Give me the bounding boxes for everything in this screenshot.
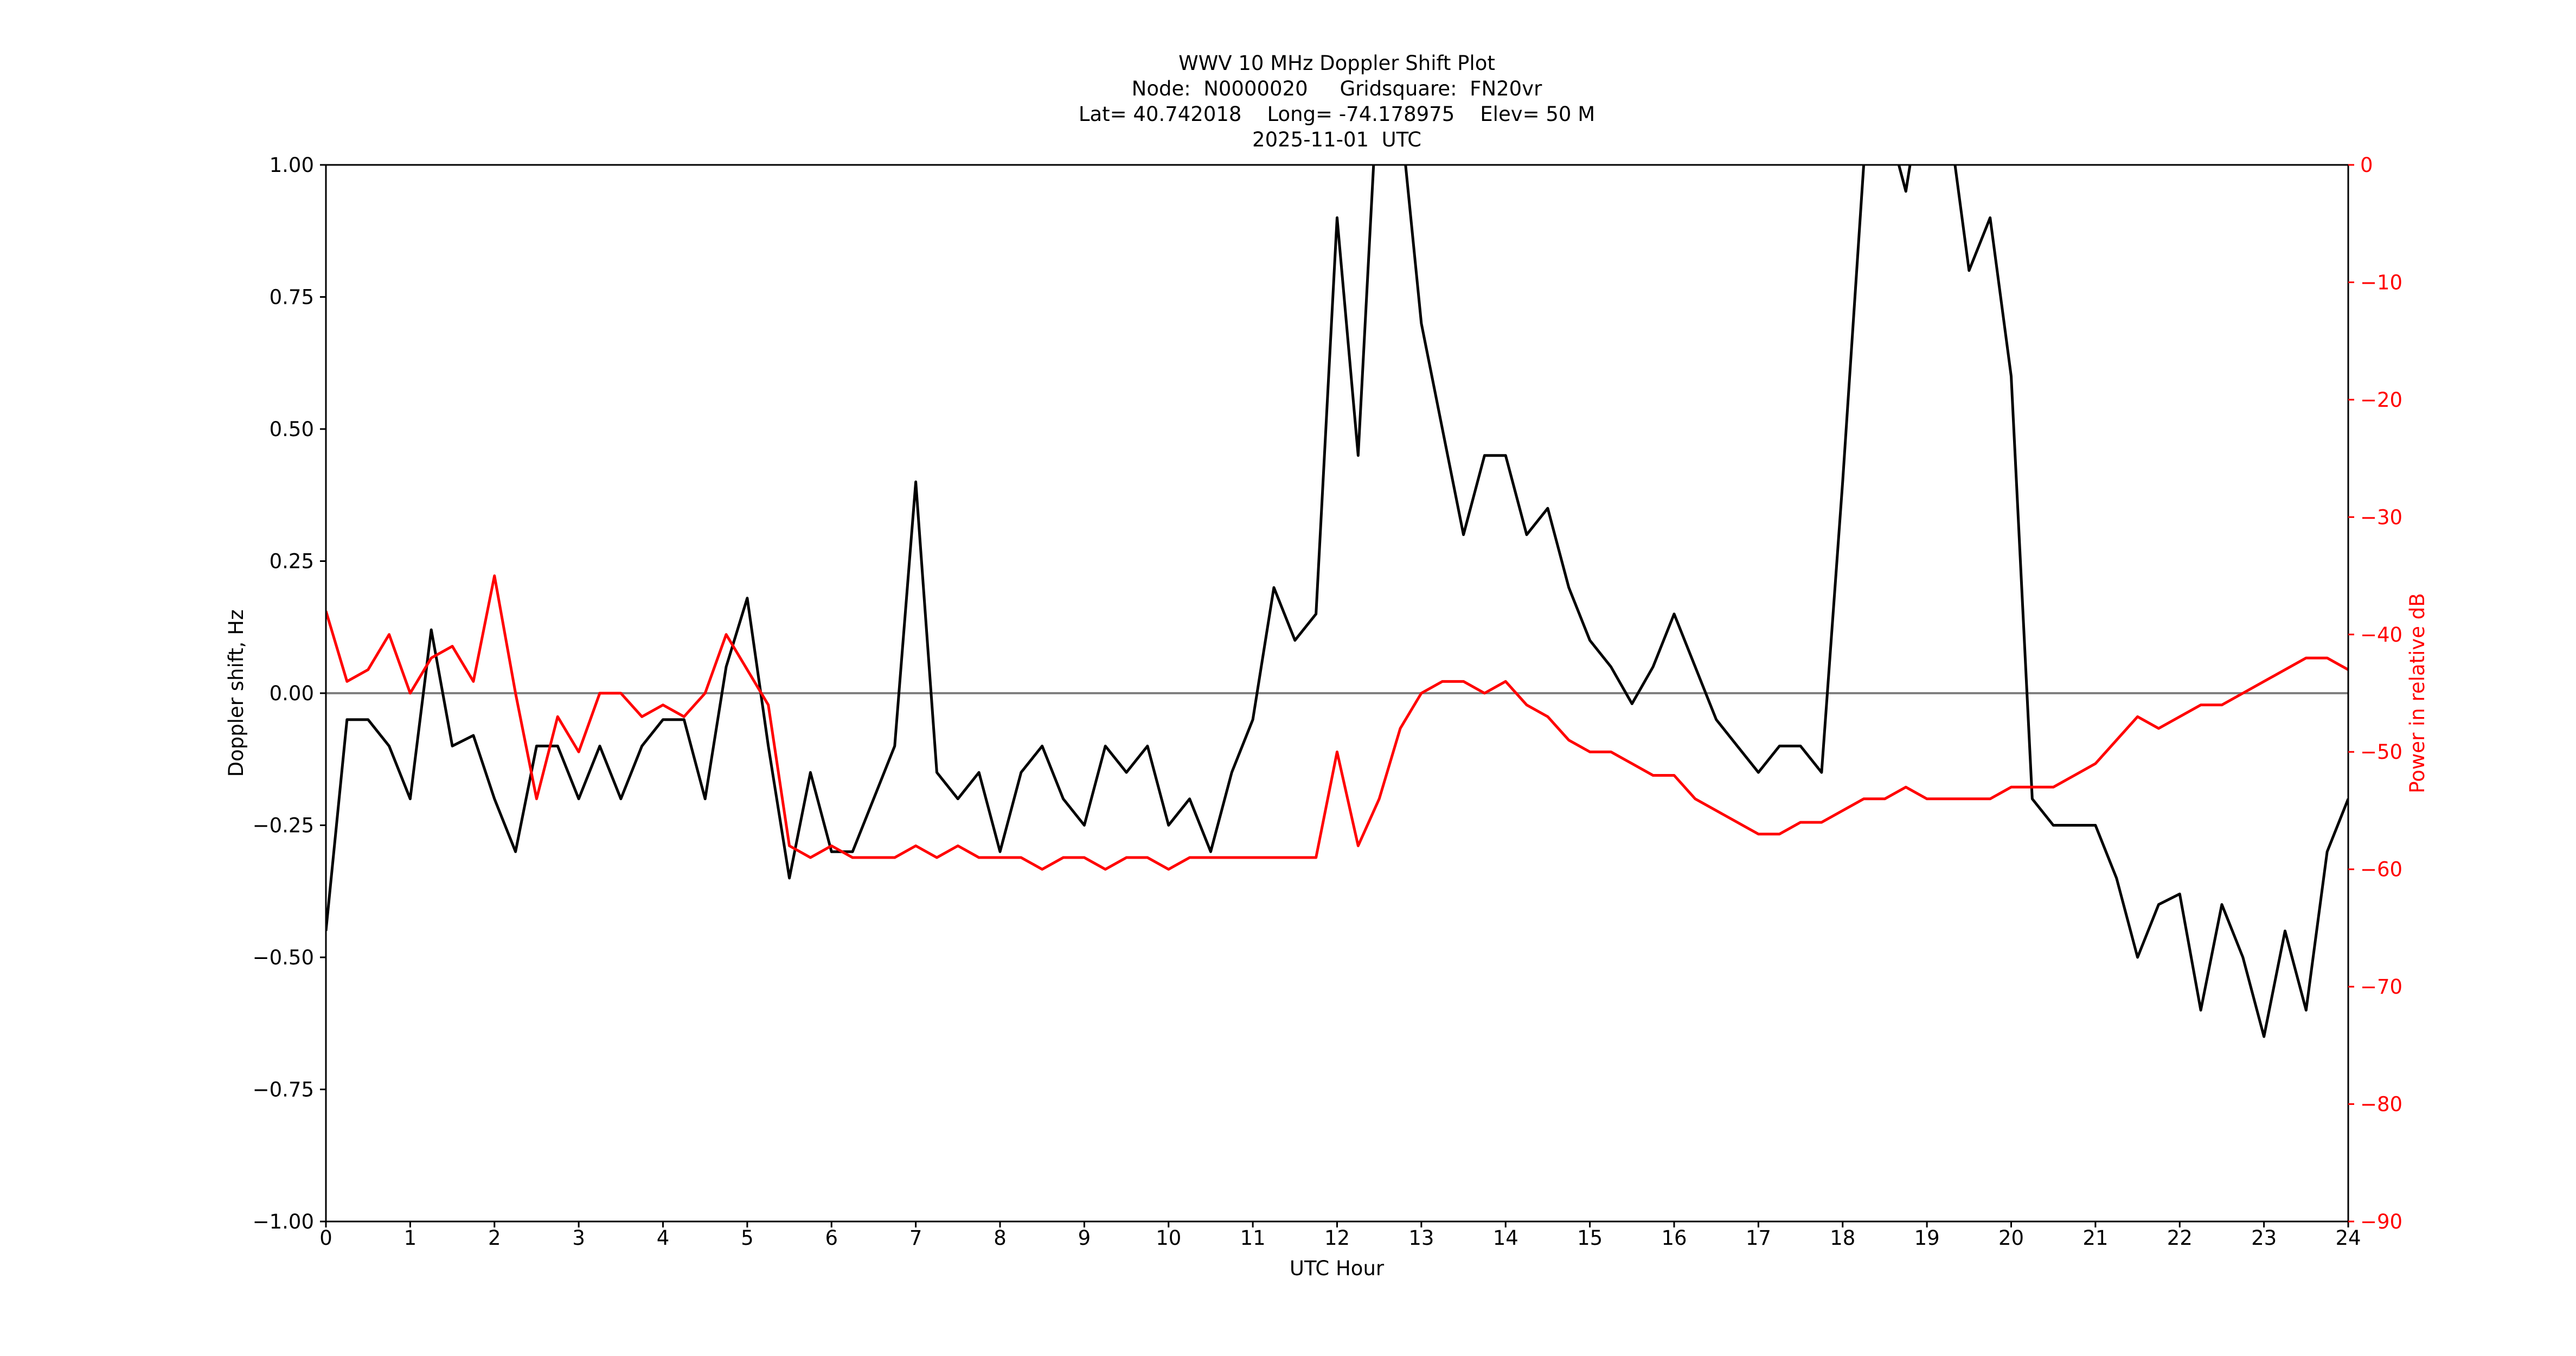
chart-title: 2025-11-01 UTC (1252, 128, 1421, 151)
y-tick-label: 0.25 (270, 550, 314, 573)
y2-tick-label: −30 (2360, 506, 2402, 529)
y2-tick-label: −40 (2360, 623, 2402, 647)
x-tick-label: 5 (741, 1226, 754, 1250)
y-tick-label: −0.75 (253, 1078, 314, 1102)
x-tick-label: 19 (1914, 1226, 1940, 1250)
x-tick-label: 21 (2082, 1226, 2108, 1250)
y2-tick-label: 0 (2360, 153, 2373, 177)
x-tick-label: 2 (488, 1226, 501, 1250)
y2-tick-label: −60 (2360, 858, 2402, 881)
y-tick-label: 0.75 (270, 286, 314, 309)
y2-tick-label: −90 (2360, 1210, 2402, 1233)
y2-axis-label: Power in relative dB (2406, 593, 2429, 793)
x-tick-label: 0 (319, 1226, 332, 1250)
plot-area (326, 165, 2348, 1038)
y-axis-label: Doppler shift, Hz (225, 610, 248, 777)
x-tick-label: 23 (2251, 1226, 2277, 1250)
y2-tick-label: −50 (2360, 740, 2402, 764)
x-tick-label: 7 (909, 1226, 922, 1250)
x-tick-label: 24 (2335, 1226, 2361, 1250)
x-tick-label: 11 (1240, 1226, 1266, 1250)
x-tick-label: 12 (1324, 1226, 1350, 1250)
chart-title: Node: N0000020 Gridsquare: FN20vr (1132, 77, 1542, 100)
x-tick-label: 22 (2167, 1226, 2193, 1250)
x-tick-label: 1 (404, 1226, 417, 1250)
y2-tick-label: −80 (2360, 1093, 2402, 1116)
x-tick-label: 13 (1408, 1226, 1434, 1250)
data-line (326, 165, 2348, 1038)
x-tick-label: 4 (657, 1226, 670, 1250)
y-tick-label: −0.50 (253, 946, 314, 969)
y-tick-label: 0.50 (270, 418, 314, 441)
x-tick-label: 3 (572, 1226, 585, 1250)
y2-tick-label: −10 (2360, 271, 2402, 294)
y2-tick-label: −70 (2360, 975, 2402, 999)
x-tick-label: 15 (1577, 1226, 1603, 1250)
y-tick-label: 0.00 (270, 682, 314, 705)
y-tick-label: −1.00 (253, 1210, 314, 1233)
y-tick-label: 1.00 (270, 153, 314, 177)
chart-title: Lat= 40.742018 Long= -74.178975 Elev= 50… (1079, 103, 1595, 126)
x-tick-label: 16 (1661, 1226, 1687, 1250)
x-tick-label: 10 (1156, 1226, 1181, 1250)
data-line (326, 574, 2348, 871)
y2-tick-label: −20 (2360, 388, 2402, 412)
x-tick-label: 14 (1493, 1226, 1518, 1250)
x-tick-label: 20 (1998, 1226, 2024, 1250)
x-tick-label: 6 (825, 1226, 838, 1250)
x-axis-label: UTC Hour (1290, 1257, 1385, 1280)
chart-title: WWV 10 MHz Doppler Shift Plot (1178, 52, 1495, 75)
x-tick-label: 9 (1078, 1226, 1091, 1250)
x-tick-label: 17 (1746, 1226, 1771, 1250)
x-tick-label: 18 (1830, 1226, 1855, 1250)
x-tick-label: 8 (994, 1226, 1007, 1250)
y-tick-label: −0.25 (253, 814, 314, 837)
